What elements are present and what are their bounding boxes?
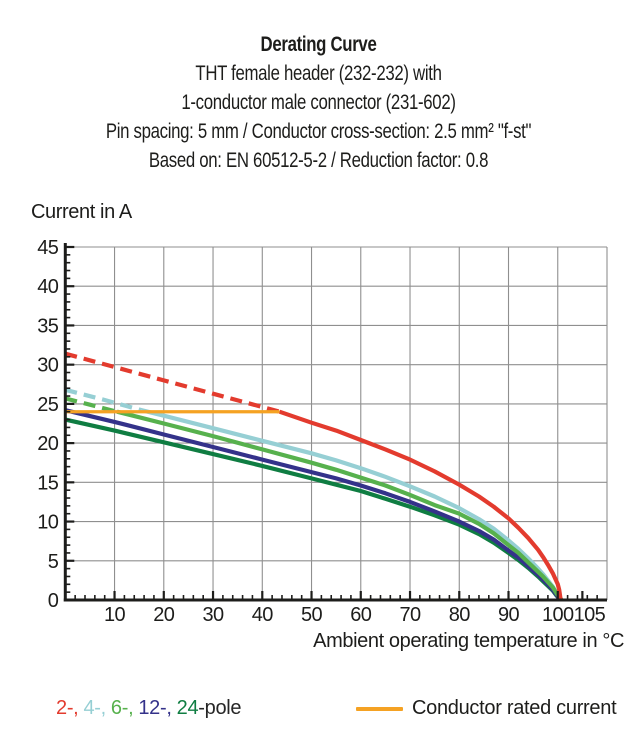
x-tick-labels: 10 20 30 40 50 60 70 80 90 100 105 bbox=[104, 604, 606, 626]
svg-text:25: 25 bbox=[37, 394, 59, 416]
chart-header: Derating Curve THT female header (232-23… bbox=[64, 30, 574, 175]
derating-curve-chart: 10 20 30 40 50 60 70 80 90 100 105 0 5 10 15 20 25 30 35 40… bbox=[37, 237, 608, 626]
legend-item-6-pole: 6-, bbox=[110, 697, 134, 719]
svg-text:40: 40 bbox=[252, 604, 274, 626]
series-2-pole bbox=[278, 409, 563, 601]
series-24-pole bbox=[64, 417, 563, 602]
svg-text:30: 30 bbox=[37, 355, 59, 377]
rated-current-legend: Conductor rated current bbox=[356, 697, 617, 720]
x-axis-title: Ambient operating temperature in °C bbox=[313, 630, 624, 652]
rated-current-label: Conductor rated current bbox=[412, 697, 617, 719]
svg-text:45: 45 bbox=[37, 237, 59, 259]
y-axis-title: Current in A bbox=[31, 201, 132, 223]
chart-basis-line: Based on: EN 60512-5-2 / Reduction facto… bbox=[148, 149, 489, 172]
svg-text:90: 90 bbox=[498, 604, 520, 626]
svg-text:80: 80 bbox=[449, 604, 471, 626]
svg-text:105: 105 bbox=[574, 604, 606, 626]
svg-text:0: 0 bbox=[48, 590, 59, 612]
legend-item-2-pole: 2-, bbox=[56, 697, 79, 719]
legend-item-4-pole: 4-, bbox=[83, 697, 106, 719]
svg-text:10: 10 bbox=[104, 604, 126, 626]
series-6-pole bbox=[116, 409, 564, 602]
svg-text:50: 50 bbox=[301, 604, 323, 626]
legend-item-12-pole: 12-, bbox=[138, 697, 172, 719]
chart-title: Derating Curve bbox=[260, 33, 377, 56]
series-2-pole-dashed bbox=[64, 351, 281, 414]
svg-text:60: 60 bbox=[350, 604, 372, 626]
rated-current-line-swatch bbox=[356, 706, 403, 711]
series-6-pole-dashed bbox=[64, 396, 118, 414]
svg-text:20: 20 bbox=[153, 604, 175, 626]
legend-item-24-pole: 24 bbox=[176, 697, 199, 719]
grid-lines bbox=[65, 246, 608, 600]
series-4-pole-dashed bbox=[64, 387, 143, 413]
chart-subtitle-line-2: 1-conductor male connector (231-602) bbox=[181, 91, 456, 114]
axes bbox=[63, 243, 607, 602]
svg-text:15: 15 bbox=[37, 472, 59, 494]
svg-text:10: 10 bbox=[37, 512, 59, 534]
svg-text:30: 30 bbox=[203, 604, 225, 626]
chart-subtitle-line-1: THT female header (232-232) with bbox=[195, 62, 442, 85]
svg-text:35: 35 bbox=[37, 315, 59, 337]
axis-ticks bbox=[65, 245, 598, 600]
svg-text:5: 5 bbox=[48, 551, 59, 573]
svg-text:20: 20 bbox=[37, 433, 59, 455]
y-tick-labels: 0 5 10 15 20 25 30 35 40 45 bbox=[37, 237, 59, 612]
pole-count-legend: 2-, 4-, 6-, 12-, 24-pole bbox=[56, 697, 242, 720]
svg-text:40: 40 bbox=[37, 276, 59, 298]
legend-pole-suffix: -pole bbox=[198, 697, 242, 719]
chart-spec-line: Pin spacing: 5 mm / Conductor cross-sect… bbox=[105, 120, 532, 143]
svg-text:70: 70 bbox=[399, 604, 421, 626]
series-4-pole bbox=[141, 408, 562, 601]
svg-text:100: 100 bbox=[542, 604, 574, 626]
